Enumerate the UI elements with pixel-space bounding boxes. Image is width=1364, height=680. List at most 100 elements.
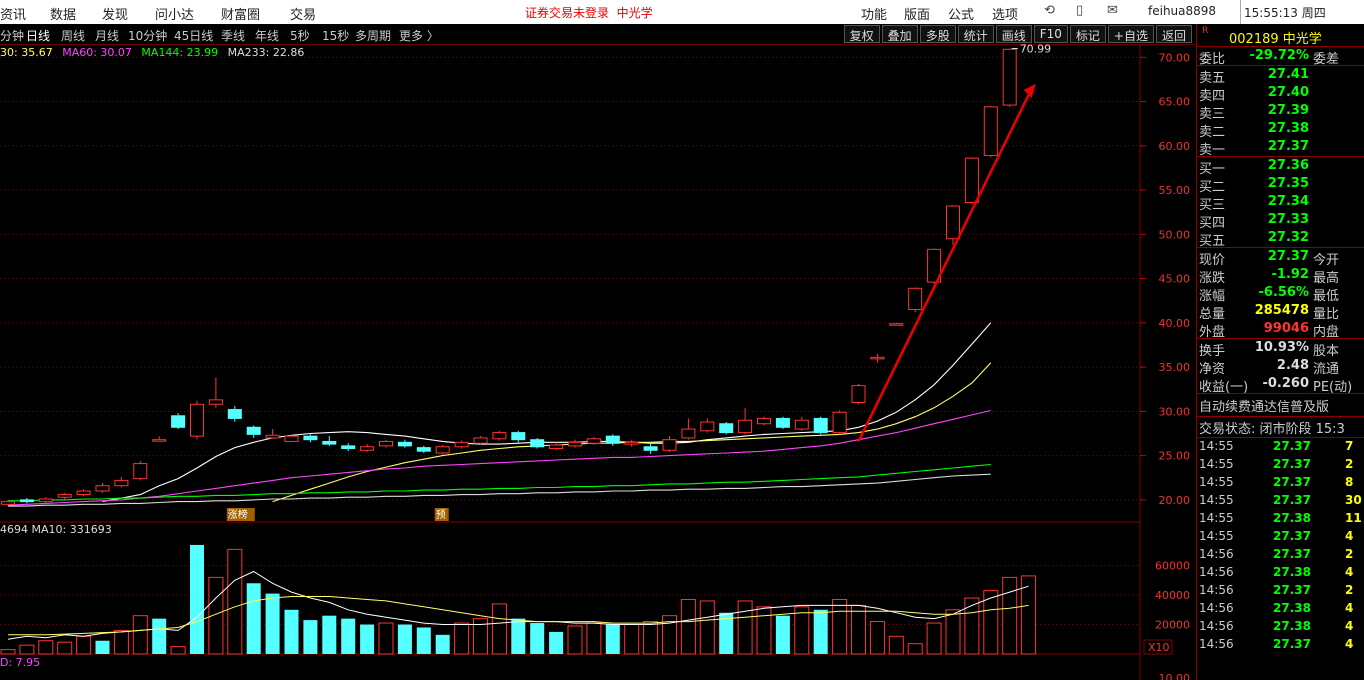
period-tab-daily[interactable]: 日线 [26,29,51,43]
stat-value: 10.93% [1254,340,1309,355]
menu-item-trade[interactable]: 交易 [290,8,317,23]
tick-vol: 4 [1345,619,1354,633]
volume-bar [208,576,224,655]
mail-icon[interactable]: ✉ [1107,3,1118,18]
price-tick-label: 55.00 [1159,184,1191,197]
volume-bar [719,612,734,654]
volume-bar [624,624,640,655]
tick-price: 27.37 [1273,475,1311,489]
bid-row: 买三 27.34 [1197,193,1364,213]
x10-box [1143,639,1173,655]
menu-item-discover[interactable]: 发现 [102,8,129,23]
tool-back[interactable]: 返回 [1155,25,1192,43]
stat-row: 现价 27.37 今开 [1197,248,1364,268]
volume-bars [0,544,1037,655]
tick-time: 14:55 [1199,475,1234,489]
tick-price: 27.38 [1273,619,1311,633]
period-tab-year[interactable]: 年线 [255,29,280,43]
period-tab-10min[interactable]: 10分钟 [128,29,168,43]
tick-price: 27.38 [1273,601,1311,615]
menu-item-layout[interactable]: 版面 [904,8,931,23]
volume-bar [964,597,980,655]
tick-price: 27.38 [1273,565,1311,579]
candle-body [38,498,53,503]
stock-code-name[interactable]: 002189 中光学 [1229,32,1322,47]
menu-item-formula[interactable]: 公式 [948,8,975,23]
candle-body [964,157,979,203]
bid-row: 买二 27.35 [1197,175,1364,195]
period-tab-more[interactable]: 更多 〉 [399,29,439,43]
tick-time: 14:56 [1199,547,1234,561]
tool-draw-line[interactable]: 画线 [995,25,1032,43]
tool-statistics[interactable]: 统计 [957,25,994,43]
promo-row[interactable]: 自动续费通达信普及版 [1197,394,1364,417]
tool-multi-stock[interactable]: 多股 [919,25,956,43]
ma-line [7,409,991,506]
username[interactable]: feihua8898 [1148,4,1217,18]
candle-body [719,423,734,434]
stat-value: 99046 [1263,321,1309,336]
candle-body [700,421,715,432]
menu-item-news[interactable]: 资讯 [0,8,27,23]
period-tab-5sec[interactable]: 5秒 [290,29,310,43]
volume-bar [605,624,620,654]
candle-body [549,444,564,450]
period-tab-weekly[interactable]: 周线 [61,29,86,43]
volume-bar [737,600,753,655]
period-tab-45day[interactable]: 45日线 [174,29,214,43]
stat-label: 涨幅 [1199,289,1226,304]
ma-legend: 30: 35.67 MA60: 30.07 MA144: 23.99 MA233… [0,46,310,59]
tool-add-watchlist[interactable]: +自选 [1107,25,1154,43]
candle-body [95,485,110,492]
phone-icon[interactable]: ▯ [1076,3,1084,18]
period-tab-multi[interactable]: 多周期 [355,29,392,43]
menu-item-data[interactable]: 数据 [50,8,77,23]
volume-bar [284,609,299,654]
x10-label: X10 [1148,641,1170,654]
period-tab-minute[interactable]: 分钟 [0,29,25,43]
tool-f10[interactable]: F10 [1033,25,1068,43]
stat-label2: 内盘 [1313,325,1340,340]
tick-vol: 4 [1345,529,1354,543]
tick-vol: 8 [1345,475,1354,489]
candle-body [605,435,620,444]
promo-text[interactable]: 自动续费通达信普及版 [1199,400,1330,415]
tick-price: 27.37 [1273,439,1311,453]
r-badge: R [1202,26,1209,36]
kline-chart[interactable]: 70.00 65.00 60.00 55.00 50.00 45.00 40.00 35.00… [0,44,1196,680]
tick-vol: 2 [1345,547,1354,561]
tool-adjust[interactable]: 复权 [843,25,880,43]
menu-item-function[interactable]: 功能 [861,8,888,23]
candle-body [379,440,393,447]
volume-bar [303,620,318,654]
menu-item-ask[interactable]: 问小达 [155,8,195,23]
volume-bar [435,634,450,654]
tick-price: 27.37 [1273,493,1311,507]
tool-mark[interactable]: 标记 [1069,25,1106,43]
candle-body [813,417,828,434]
menu-item-options[interactable]: 选项 [992,8,1019,23]
period-tab-monthly[interactable]: 月线 [95,29,120,43]
period-tab-quarter[interactable]: 季线 [221,29,246,43]
candle-body [681,428,696,439]
candle-body [360,446,375,451]
volume-bar [794,606,810,655]
volume-tick-label: 20000 [1155,619,1190,632]
volume-bar [907,643,923,655]
candle-body [57,494,72,498]
tick-vol: 4 [1345,601,1354,615]
volume-bar [680,598,696,655]
candle-body [794,419,809,430]
tick-price: 27.37 [1273,583,1311,597]
tool-overlay[interactable]: 叠加 [881,25,918,43]
volume-bar [491,603,507,655]
bid-label: 买四 [1199,216,1226,231]
period-tab-15sec[interactable]: 15秒 [322,29,350,43]
indicator-legend: D: 7.95 [0,656,41,669]
tick-list[interactable]: 14:55 27.37 7 14:55 27.37 2 14:55 27.37 8 14:55 27… [1197,438,1364,654]
volume-bar [586,622,602,655]
candle-body [851,385,866,404]
refresh-icon[interactable]: ⟲ [1044,3,1055,18]
menu-item-wealth-circle[interactable]: 财富圈 [221,8,261,23]
bid-label: 买二 [1199,180,1226,195]
